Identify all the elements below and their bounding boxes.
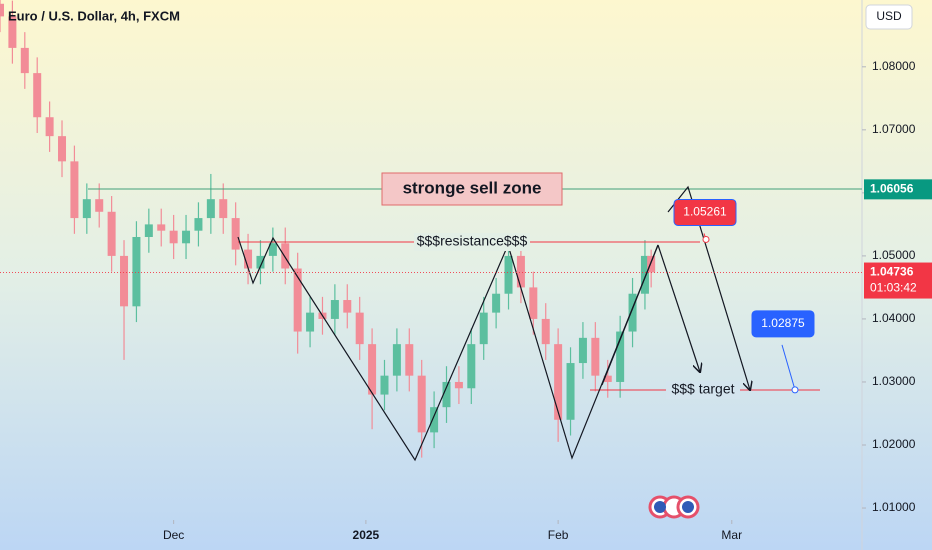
candle-body (256, 255, 265, 269)
bottom-icons (648, 495, 700, 519)
candle-body (355, 312, 364, 345)
callout-box (673, 198, 737, 226)
candle-body (219, 199, 228, 219)
candle-body (95, 199, 104, 212)
drawings: stronge sell zone $$$resistance$$$ $$$ t… (88, 172, 862, 462)
candle-body (293, 268, 302, 332)
candle-body (529, 287, 538, 319)
event-icon (682, 501, 694, 513)
candle-body (8, 16, 17, 48)
candle-body (194, 218, 203, 231)
zone-price-box (864, 179, 932, 200)
candle-body (132, 236, 141, 307)
currency-box (865, 4, 913, 30)
candle-body (578, 337, 587, 364)
projection-arrow (657, 244, 700, 372)
callout-box (751, 310, 815, 338)
target-label: $$$ target (671, 381, 734, 397)
candle-body (417, 375, 426, 433)
last-price-box (864, 262, 932, 299)
callout-leader (781, 344, 796, 390)
y-tick-label: 1.08000 (872, 59, 916, 73)
candle-body (368, 344, 377, 395)
candle-body (392, 344, 401, 376)
x-tick-label: Dec (163, 528, 184, 542)
candle-body (504, 255, 513, 294)
candle-body (516, 255, 525, 288)
y-tick-label: 1.02000 (872, 437, 916, 451)
candle-body (157, 224, 166, 231)
event-icon (654, 501, 666, 513)
x-tick-label: 2025 (353, 528, 380, 542)
label-bg (414, 233, 530, 251)
candle-body (82, 199, 91, 219)
candle-body (144, 224, 153, 237)
candle-body (380, 375, 389, 395)
zigzag (601, 244, 659, 386)
candle-body (20, 47, 29, 74)
last-price-label: 1.04736 (870, 265, 914, 279)
candle-body (120, 255, 129, 307)
y-tick-label: 1.04000 (872, 311, 916, 325)
candle-body (554, 344, 563, 420)
candle-body (268, 243, 277, 256)
candle-body (616, 331, 625, 382)
candle-body (70, 161, 79, 219)
countdown: 01:03:42 (870, 281, 917, 295)
x-tick-label: Feb (548, 528, 569, 542)
candle-body (244, 249, 253, 269)
candle-body (182, 230, 191, 244)
candle-body (169, 230, 178, 244)
candle-body (45, 117, 54, 137)
y-tick-label: 1.05000 (872, 248, 916, 262)
sell-zone-box (381, 172, 563, 206)
candle-body (640, 255, 649, 294)
y-tick-label: 1.01000 (872, 500, 916, 514)
candle-body (330, 300, 339, 319)
candle-body (206, 199, 215, 219)
candle-body (647, 255, 656, 273)
candle-body (541, 318, 550, 345)
candle-body (33, 73, 42, 118)
sell-zone-label: stronge sell zone (403, 178, 542, 197)
candle-body (442, 381, 451, 408)
resistance-label: $$$resistance$$$ (417, 233, 528, 249)
candle-body (343, 300, 352, 313)
candle-body (492, 293, 501, 313)
candle-body (0, 3, 4, 17)
candle-body (405, 344, 414, 376)
zone-price-label: 1.06056 (870, 182, 914, 196)
currency: USD (876, 9, 902, 23)
callout-label: 1.02875 (761, 316, 805, 330)
zigzag (237, 236, 659, 462)
candle-body (454, 381, 463, 389)
candle-body (306, 312, 315, 332)
label-bg (666, 381, 740, 399)
y-tick-label: 1.03000 (872, 374, 916, 388)
candle-body (58, 136, 67, 162)
y-tick-label: 1.07000 (872, 122, 916, 136)
candle-body (467, 344, 476, 389)
callout-dot (791, 386, 799, 394)
candle-body (603, 375, 612, 382)
candle-body (430, 407, 439, 433)
x-tick-label: Mar (721, 528, 742, 542)
candle-body (479, 312, 488, 345)
chart-title: Euro / U.S. Dollar, 4h, FXCM (8, 8, 180, 23)
candle-body (107, 211, 116, 256)
candle-body (566, 363, 575, 420)
candle-body (231, 218, 240, 250)
candle-body (281, 243, 290, 269)
candle-body (591, 337, 600, 376)
callout-dot (702, 235, 710, 243)
callout-label: 1.05261 (683, 205, 727, 219)
candle-body (628, 293, 637, 332)
